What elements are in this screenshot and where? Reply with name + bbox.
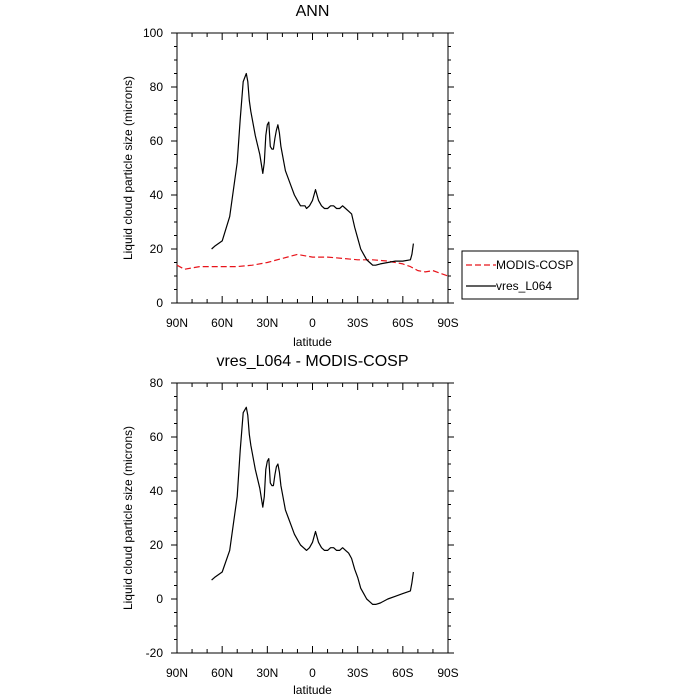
y-tick-label: 80 — [150, 376, 164, 390]
series-line-modis-cosp — [176, 253, 449, 277]
series-line-vres-l064 — [211, 72, 414, 266]
chart-difference: vres_L064 - MODIS-COSP 90N 60N 30N 0 30S 60S 9… — [121, 353, 459, 697]
series-line-vres-l064-modis-cosp — [211, 406, 414, 606]
x-tick-label: 30N — [256, 316, 278, 330]
x-tick-label: 60N — [211, 316, 233, 330]
x-tick-label: 30S — [347, 666, 368, 680]
x-tick-label: 90S — [437, 316, 458, 330]
y-tick-label: 40 — [150, 484, 164, 498]
x-tick-label: 90N — [166, 666, 188, 680]
y-tick-label: 20 — [150, 538, 164, 552]
x-tick-label: 0 — [309, 666, 316, 680]
axis-ticks: 90N 60N 30N 0 30S 60S 90S -20 0 20 40 60 80 — [146, 376, 459, 680]
y-tick-label: 100 — [143, 26, 163, 40]
y-tick-label: 0 — [156, 592, 163, 606]
x-tick-label: 60S — [392, 666, 413, 680]
x-tick-label: 30N — [256, 666, 278, 680]
legend-label: MODIS-COSP — [496, 258, 573, 272]
y-tick-label: 0 — [156, 296, 163, 310]
chart-annual-mean: ANN 90N 60N 30N 0 30S 60S 90S 0 20 40 60 80 100 lati… — [121, 3, 579, 349]
series-lines — [211, 406, 414, 606]
legend-box — [461, 250, 579, 300]
legend: MODIS-COSP vres_L064 — [461, 250, 579, 300]
x-tick-label: 0 — [309, 316, 316, 330]
y-tick-label: 60 — [150, 430, 164, 444]
x-tick-label: 90N — [166, 316, 188, 330]
y-tick-label: -20 — [146, 646, 164, 660]
plot-frame — [176, 382, 449, 654]
x-axis-label: latitude — [293, 335, 332, 349]
x-tick-label: 60N — [211, 666, 233, 680]
y-tick-label: 40 — [150, 188, 164, 202]
chart-title: ANN — [296, 3, 330, 20]
chart-title: vres_L064 - MODIS-COSP — [216, 353, 408, 370]
y-axis-label: Liquid cloud particle size (microns) — [121, 426, 135, 610]
x-tick-label: 90S — [437, 666, 458, 680]
legend-label: vres_L064 — [496, 279, 552, 293]
x-tick-label: 60S — [392, 316, 413, 330]
series-lines — [176, 72, 449, 277]
y-tick-label: 60 — [150, 134, 164, 148]
x-tick-label: 30S — [347, 316, 368, 330]
x-axis-label: latitude — [293, 683, 332, 697]
axis-ticks: 90N 60N 30N 0 30S 60S 90S 0 20 40 60 80 100 — [143, 26, 459, 330]
y-axis-label: Liquid cloud particle size (microns) — [121, 76, 135, 260]
y-tick-label: 80 — [150, 80, 164, 94]
y-tick-label: 20 — [150, 242, 164, 256]
plot-frame — [176, 32, 449, 304]
